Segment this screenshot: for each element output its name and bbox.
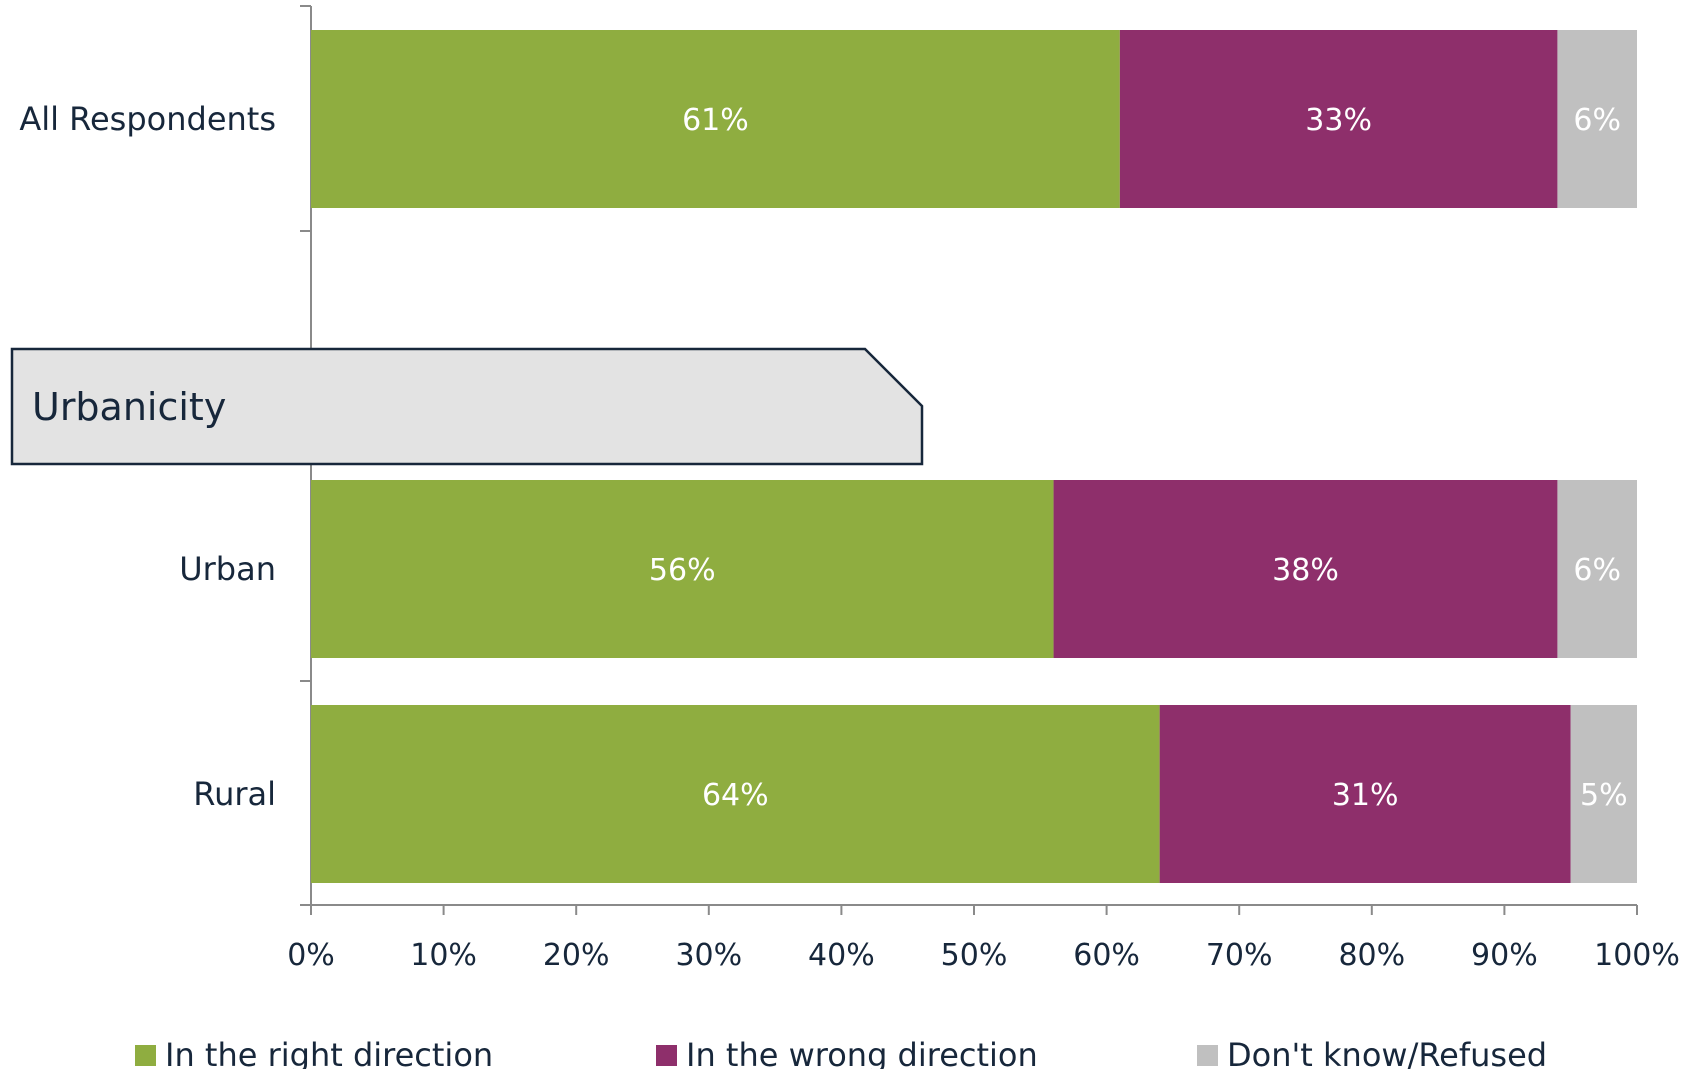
- data-label: 33%: [1305, 103, 1372, 138]
- bar-group-urban: Urban 56% 38% 6%: [179, 480, 1637, 658]
- bar-segment-don-t-know-refused: [1570, 705, 1637, 883]
- legend-swatch: [135, 1045, 156, 1066]
- bar-segment-in-the-wrong-direction: [1119, 30, 1558, 208]
- category-label: Urban: [179, 550, 276, 588]
- legend-item-in-the-right-direction: In the right direction: [135, 1036, 493, 1069]
- bar-segment-in-the-right-direction: [311, 480, 1054, 658]
- x-tick-label: 70%: [1206, 938, 1273, 973]
- legend-item-don-t-know-refused: Don't know/Refused: [1197, 1036, 1547, 1069]
- data-label: 31%: [1332, 778, 1399, 813]
- data-label: 56%: [649, 553, 716, 588]
- category-label: All Respondents: [19, 100, 276, 138]
- data-label: 5%: [1580, 778, 1628, 813]
- legend-swatch: [1197, 1045, 1218, 1066]
- category-header-label: Urbanicity: [32, 385, 226, 429]
- axes: 0% 10% 20% 30% 40% 50% 60% 70% 80% 90% 100%: [287, 5, 1680, 973]
- bar-segment-in-the-wrong-direction: [1053, 480, 1558, 658]
- x-tick-label: 60%: [1073, 938, 1140, 973]
- bar-segment-don-t-know-refused: [1557, 30, 1637, 208]
- legend-label: In the right direction: [165, 1036, 493, 1069]
- data-label: 6%: [1573, 103, 1621, 138]
- category-header-box: [10, 347, 924, 466]
- bar-segment-in-the-wrong-direction: [1159, 705, 1571, 883]
- legend-label: In the wrong direction: [686, 1036, 1038, 1069]
- data-label: 64%: [702, 778, 769, 813]
- legend-label: Don't know/Refused: [1227, 1036, 1547, 1069]
- data-label: 61%: [682, 103, 749, 138]
- bars: All Respondents 61% 33% 6% Urban 56% 38% 6% Rura…: [19, 30, 1637, 883]
- x-tick-label: 80%: [1338, 938, 1405, 973]
- x-tick-label: 100%: [1594, 938, 1680, 973]
- bar-segment-in-the-right-direction: [311, 705, 1160, 883]
- category-header-urbanicity: Urbanicity: [10, 347, 924, 466]
- category-label: Rural: [193, 775, 276, 813]
- x-tick-label: 20%: [543, 938, 610, 973]
- x-tick-label: 10%: [410, 938, 477, 973]
- x-tick-label: 40%: [808, 938, 875, 973]
- data-label: 6%: [1573, 553, 1621, 588]
- data-label: 38%: [1272, 553, 1339, 588]
- bar-group-all-respondents: All Respondents 61% 33% 6%: [19, 30, 1637, 208]
- bar-segment-don-t-know-refused: [1557, 480, 1637, 658]
- legend-item-in-the-wrong-direction: In the wrong direction: [656, 1036, 1038, 1069]
- bar-group-rural: Rural 64% 31% 5%: [193, 705, 1637, 883]
- x-tick-label: 50%: [941, 938, 1008, 973]
- x-tick-label: 30%: [675, 938, 742, 973]
- bar-segment-in-the-right-direction: [311, 30, 1120, 208]
- x-tick-label: 0%: [287, 938, 335, 973]
- x-tick-label: 90%: [1471, 938, 1538, 973]
- legend: In the right direction In the wrong direc…: [135, 1036, 1547, 1069]
- legend-swatch: [656, 1045, 677, 1066]
